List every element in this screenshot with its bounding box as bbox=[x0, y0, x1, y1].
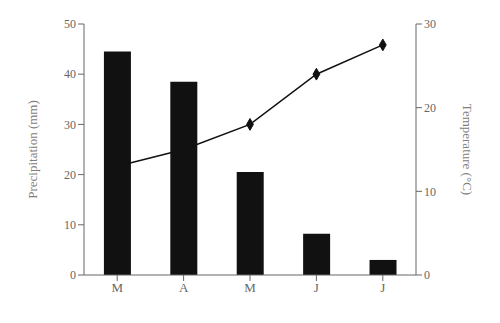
svg-text:M: M bbox=[111, 280, 123, 295]
svg-text:A: A bbox=[179, 280, 189, 295]
svg-text:Precipitation (mm): Precipitation (mm) bbox=[25, 100, 40, 199]
svg-text:Temperature (°C): Temperature (°C) bbox=[460, 104, 475, 195]
svg-text:30: 30 bbox=[424, 17, 436, 31]
svg-text:50: 50 bbox=[64, 17, 76, 31]
svg-text:0: 0 bbox=[424, 268, 430, 282]
svg-text:J: J bbox=[380, 280, 385, 295]
svg-text:10: 10 bbox=[64, 218, 76, 232]
svg-text:M: M bbox=[244, 280, 256, 295]
svg-text:40: 40 bbox=[64, 67, 76, 81]
svg-text:J: J bbox=[314, 280, 319, 295]
svg-text:20: 20 bbox=[424, 101, 436, 115]
svg-text:10: 10 bbox=[424, 185, 436, 199]
svg-text:30: 30 bbox=[64, 118, 76, 132]
svg-text:0: 0 bbox=[70, 268, 76, 282]
svg-text:20: 20 bbox=[64, 168, 76, 182]
